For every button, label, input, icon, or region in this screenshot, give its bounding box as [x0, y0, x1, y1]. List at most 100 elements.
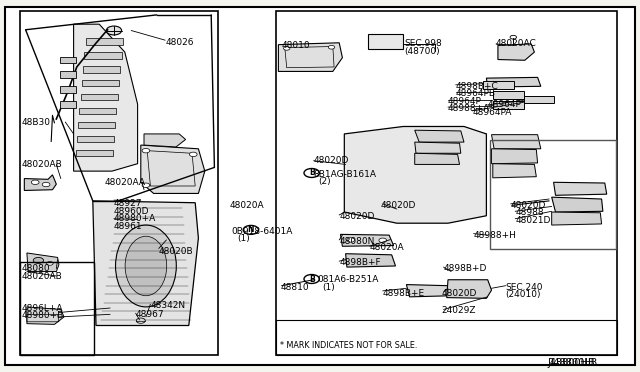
- Text: 48961: 48961: [114, 222, 143, 231]
- Text: 081A6-B251A: 081A6-B251A: [317, 275, 379, 284]
- Circle shape: [328, 45, 335, 49]
- Polygon shape: [27, 253, 59, 272]
- Text: 4896L+A: 4896L+A: [22, 304, 63, 312]
- Text: 48020D: 48020D: [442, 289, 477, 298]
- Text: 48960D: 48960D: [114, 207, 149, 216]
- Text: (1): (1): [323, 283, 335, 292]
- Text: 4898B+E: 4898B+E: [383, 289, 425, 298]
- Circle shape: [243, 225, 259, 234]
- Text: 48020A: 48020A: [229, 201, 264, 210]
- Polygon shape: [498, 44, 534, 60]
- Polygon shape: [415, 153, 460, 164]
- Circle shape: [31, 180, 39, 185]
- Text: J48800HB: J48800HB: [547, 358, 595, 368]
- Circle shape: [142, 183, 150, 187]
- Text: (2): (2): [319, 177, 332, 186]
- Polygon shape: [493, 164, 536, 178]
- Text: J48800HB: J48800HB: [547, 358, 597, 368]
- Text: 48988: 48988: [515, 208, 544, 217]
- Polygon shape: [492, 149, 538, 164]
- Text: 48080: 48080: [22, 264, 51, 273]
- Bar: [20, 262, 94, 355]
- Polygon shape: [447, 280, 492, 298]
- Text: * MARK INDICATES NOT FOR SALE.: * MARK INDICATES NOT FOR SALE.: [280, 341, 418, 350]
- Polygon shape: [93, 201, 198, 326]
- Polygon shape: [340, 234, 394, 246]
- Polygon shape: [415, 142, 461, 153]
- Circle shape: [284, 46, 290, 50]
- Polygon shape: [141, 145, 205, 193]
- Polygon shape: [406, 285, 451, 297]
- Circle shape: [189, 152, 197, 157]
- Text: 48964PB: 48964PB: [456, 89, 495, 98]
- Polygon shape: [552, 212, 602, 225]
- Polygon shape: [554, 182, 607, 195]
- Circle shape: [379, 238, 387, 243]
- Text: 48980+B: 48980+B: [22, 311, 64, 320]
- Polygon shape: [84, 52, 122, 58]
- Circle shape: [142, 148, 150, 153]
- Text: SEC.240: SEC.240: [506, 283, 543, 292]
- Circle shape: [510, 35, 516, 39]
- Text: B: B: [309, 169, 314, 177]
- Bar: [60, 71, 76, 78]
- Circle shape: [33, 257, 44, 263]
- Text: 48964P: 48964P: [488, 100, 522, 109]
- Polygon shape: [79, 108, 116, 114]
- Text: 48020A: 48020A: [370, 243, 404, 252]
- Text: (48700): (48700): [404, 47, 440, 56]
- Text: (1): (1): [237, 234, 250, 243]
- Bar: [276, 11, 617, 355]
- Circle shape: [106, 26, 122, 35]
- Text: 24029Z: 24029Z: [442, 306, 476, 315]
- Polygon shape: [344, 126, 486, 223]
- Text: 0B918-6401A: 0B918-6401A: [232, 227, 293, 236]
- Circle shape: [304, 275, 319, 283]
- Polygon shape: [78, 122, 115, 128]
- Text: (24010): (24010): [506, 290, 541, 299]
- Text: 48020B: 48020B: [159, 247, 193, 256]
- Text: 48342N: 48342N: [150, 301, 186, 310]
- Ellipse shape: [116, 225, 177, 307]
- Text: 48020D: 48020D: [511, 201, 546, 210]
- Polygon shape: [415, 130, 464, 142]
- Bar: [60, 86, 76, 93]
- Polygon shape: [492, 135, 541, 149]
- Polygon shape: [24, 175, 56, 190]
- Polygon shape: [278, 43, 342, 71]
- Polygon shape: [144, 134, 186, 147]
- Text: 48B30: 48B30: [22, 118, 51, 126]
- Polygon shape: [76, 150, 113, 156]
- Bar: [60, 57, 76, 63]
- Polygon shape: [86, 38, 123, 45]
- Text: 48026: 48026: [165, 38, 194, 47]
- Circle shape: [347, 238, 355, 242]
- Text: 48080N: 48080N: [339, 237, 374, 246]
- Polygon shape: [83, 66, 120, 73]
- Text: 8B1AG-B161A: 8B1AG-B161A: [314, 170, 376, 179]
- Text: 48020AB: 48020AB: [22, 272, 63, 280]
- Text: 4898B+D: 4898B+D: [444, 264, 487, 273]
- Text: 48967: 48967: [136, 310, 164, 319]
- Text: 4898B+F: 4898B+F: [339, 258, 381, 267]
- Polygon shape: [27, 307, 64, 324]
- Polygon shape: [74, 24, 138, 171]
- Text: N: N: [248, 225, 254, 234]
- Text: 48020AB: 48020AB: [22, 160, 63, 169]
- Bar: [493, 101, 524, 109]
- Text: 48020D: 48020D: [339, 212, 374, 221]
- Text: SEC.998: SEC.998: [404, 39, 442, 48]
- Text: 48988+A: 48988+A: [448, 104, 490, 113]
- Text: 48927: 48927: [114, 199, 143, 208]
- Circle shape: [47, 262, 53, 265]
- Bar: [60, 101, 76, 108]
- Text: 48980+A: 48980+A: [114, 214, 156, 223]
- Text: B: B: [309, 275, 314, 283]
- Bar: [276, 320, 617, 355]
- Text: 48021D: 48021D: [515, 216, 550, 225]
- Polygon shape: [346, 254, 396, 267]
- Text: 48020AA: 48020AA: [105, 178, 146, 187]
- Text: 48020D: 48020D: [314, 156, 349, 165]
- Polygon shape: [486, 77, 541, 87]
- Circle shape: [136, 318, 145, 323]
